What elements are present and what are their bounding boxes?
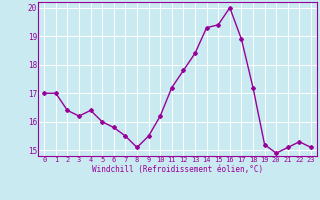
X-axis label: Windchill (Refroidissement éolien,°C): Windchill (Refroidissement éolien,°C) xyxy=(92,165,263,174)
